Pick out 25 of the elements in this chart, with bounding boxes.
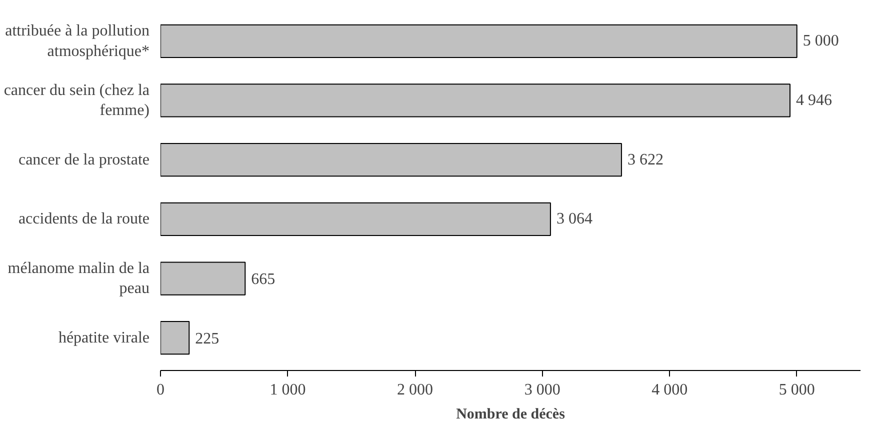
bar	[160, 202, 551, 236]
bar	[160, 321, 190, 355]
data-label: 3 622	[627, 151, 664, 168]
y-tick-label: attribuée à la pollution atmosphérique*	[5, 22, 150, 60]
y-tick-label: cancer de la prostate	[18, 151, 150, 168]
x-tick-label: 4 000	[652, 382, 688, 398]
data-label: 665	[251, 271, 276, 288]
x-tick-label: 5 000	[778, 382, 815, 398]
data-label: 4 946	[796, 92, 832, 109]
bar	[160, 84, 790, 118]
y-tick-label: accidents de la route	[18, 210, 150, 228]
data-label: 5 000	[802, 32, 839, 50]
x-tick-label: 2 000	[397, 382, 434, 398]
x-tick-label: 1 000	[270, 382, 306, 398]
data-label: 3 064	[556, 210, 592, 228]
data-label: 225	[195, 330, 220, 348]
y-tick-label: cancer du sein (chez la femme)	[4, 82, 150, 120]
x-tick-label: 3 000	[524, 382, 560, 398]
x-axis-title: Nombre de décès	[456, 406, 566, 422]
bar	[160, 262, 246, 296]
y-tick-label: mélanome malin de la peau	[8, 260, 150, 298]
bar	[160, 143, 622, 177]
y-tick-label: hépatite virale	[58, 329, 150, 346]
x-tick-label: 0	[156, 382, 164, 398]
bar	[160, 24, 798, 58]
